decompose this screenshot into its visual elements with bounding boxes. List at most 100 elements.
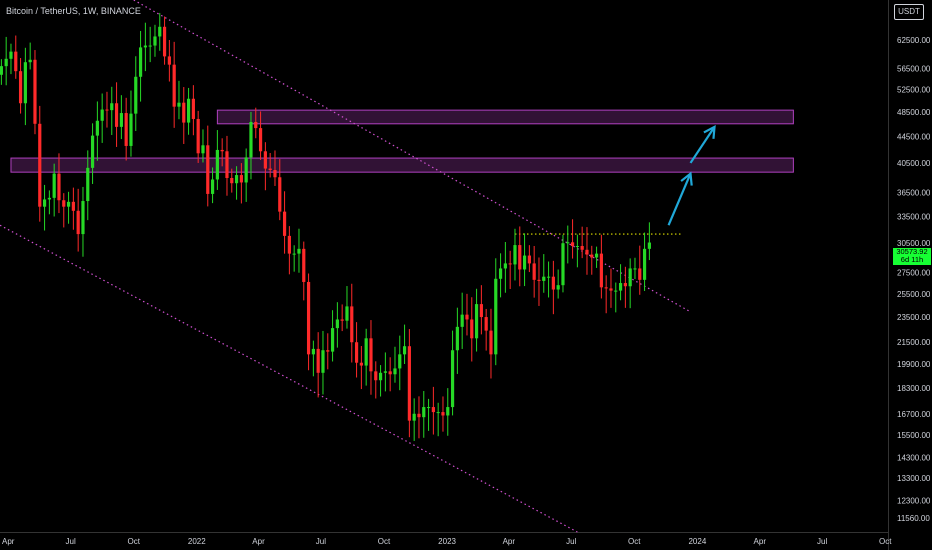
candle-body xyxy=(542,276,546,281)
candle-body xyxy=(220,149,224,152)
candle xyxy=(590,245,594,275)
arrow-head xyxy=(703,124,716,139)
candle-body xyxy=(369,338,373,372)
candle-body xyxy=(249,121,253,158)
candle-body xyxy=(546,276,551,278)
x-tick-label: Apr xyxy=(503,537,516,546)
candle xyxy=(124,97,128,161)
candle-body xyxy=(330,328,335,352)
candle-body xyxy=(340,319,344,321)
candle xyxy=(594,246,599,268)
candle-body xyxy=(297,248,301,254)
y-tick-label: 48500.00 xyxy=(897,108,931,117)
candle xyxy=(47,190,51,215)
candle xyxy=(167,40,171,82)
candle-body xyxy=(42,199,47,207)
candle xyxy=(455,307,459,374)
currency-button[interactable]: USDT xyxy=(894,4,924,20)
candle-body xyxy=(114,103,119,127)
candle xyxy=(278,159,282,221)
candle-body xyxy=(210,179,215,194)
candle xyxy=(196,110,200,163)
candle-body xyxy=(556,285,560,290)
x-tick-label: Apr xyxy=(2,537,15,546)
x-tick-label: Jul xyxy=(316,537,326,546)
candle xyxy=(282,191,287,254)
candle-body xyxy=(244,157,248,183)
candle-body xyxy=(258,128,263,152)
candle-body xyxy=(498,268,503,279)
candle-body xyxy=(518,245,522,270)
candle-body xyxy=(18,71,23,104)
candle xyxy=(465,293,469,336)
candle-body xyxy=(33,59,37,124)
arrow-shaft xyxy=(689,126,716,164)
y-tick-label: 12300.00 xyxy=(897,496,931,505)
x-tick-label: Oct xyxy=(378,537,391,546)
candle xyxy=(407,329,411,438)
candle xyxy=(114,82,119,147)
candle xyxy=(9,43,13,75)
candle-body xyxy=(642,248,647,280)
x-tick-label: Jul xyxy=(817,537,827,546)
y-tick-label: 16700.00 xyxy=(897,410,931,419)
candle xyxy=(172,41,176,128)
candle xyxy=(489,308,493,379)
candle xyxy=(206,125,210,207)
candle xyxy=(42,184,47,231)
candle-body xyxy=(206,145,210,194)
candle xyxy=(575,234,579,268)
candle xyxy=(321,330,325,395)
candle xyxy=(374,361,378,399)
candle xyxy=(402,324,407,364)
candle-body xyxy=(47,197,51,200)
candle xyxy=(186,87,191,135)
y-tick-label: 21500.00 xyxy=(897,338,931,347)
candle xyxy=(426,398,431,431)
candle-body xyxy=(494,278,498,355)
candle-body xyxy=(292,253,296,255)
candle-body xyxy=(508,263,512,265)
candle xyxy=(76,188,80,252)
candle xyxy=(354,322,359,378)
candle xyxy=(345,286,349,329)
x-tick-label: Oct xyxy=(628,537,641,546)
candle-body xyxy=(450,350,455,408)
candle xyxy=(393,346,397,383)
candle xyxy=(470,297,474,362)
y-tick-label: 18300.00 xyxy=(897,384,931,393)
candle-body xyxy=(201,145,205,154)
x-tick-label: 2022 xyxy=(188,537,206,546)
x-tick-label: Jul xyxy=(566,537,576,546)
candle xyxy=(292,245,296,272)
candle-body xyxy=(9,51,13,59)
candle-body xyxy=(254,121,258,129)
candle xyxy=(134,56,138,132)
candle xyxy=(527,245,531,273)
x-tick-label: 2024 xyxy=(688,537,706,546)
candle xyxy=(201,129,205,163)
candle-body xyxy=(580,246,584,250)
candle xyxy=(23,47,27,126)
candle-body xyxy=(359,362,363,366)
candle xyxy=(33,50,37,135)
candle-body xyxy=(426,407,431,409)
candle-body xyxy=(383,371,387,373)
candle xyxy=(609,268,613,308)
y-tick-label: 14300.00 xyxy=(897,454,931,463)
x-tick-label: Apr xyxy=(754,537,767,546)
candle-body xyxy=(537,279,541,281)
candle xyxy=(566,225,570,264)
candle-body xyxy=(513,245,517,265)
candle xyxy=(153,24,157,57)
candle-body xyxy=(585,249,589,255)
candle-body xyxy=(71,201,75,211)
candle-body xyxy=(177,102,181,107)
candle-body xyxy=(575,246,579,248)
candle xyxy=(417,396,421,439)
candle xyxy=(100,93,104,143)
candle xyxy=(412,398,416,441)
candle xyxy=(86,150,90,221)
candle-body xyxy=(479,304,483,318)
